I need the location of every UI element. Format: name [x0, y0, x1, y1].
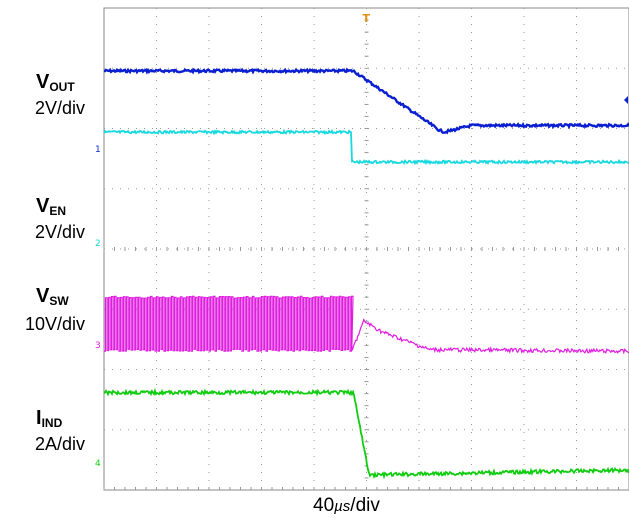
iind-label: IIND [36, 407, 63, 430]
timebase-label: 40µs/div [313, 495, 380, 516]
trigger-level-marker [624, 96, 628, 104]
vsw-label: VSW [36, 285, 69, 308]
channel-marker-3: 3 [95, 341, 101, 351]
trigger-marker: T [363, 12, 371, 25]
vout-trace [103, 67, 629, 135]
ven-scale-label: 2V/div [34, 222, 85, 242]
vout-label: VOUT [36, 71, 75, 94]
ven-trace [103, 128, 629, 166]
channel-markers: 1 2 3 4 T [95, 12, 628, 469]
waveform-traces [103, 67, 629, 480]
channel-marker-4: 4 [95, 459, 101, 469]
channel-marker-1: 1 [95, 145, 101, 155]
vsw-scale-label: 10V/div [24, 314, 85, 334]
graticule [103, 7, 629, 491]
vout-scale-label: 2V/div [34, 98, 85, 118]
iind-trace [103, 387, 629, 480]
vsw-trace [104, 295, 629, 355]
iind-scale-label: 2A/div [34, 434, 85, 454]
channel-marker-2: 2 [95, 239, 101, 249]
ven-label: VEN [36, 195, 67, 218]
